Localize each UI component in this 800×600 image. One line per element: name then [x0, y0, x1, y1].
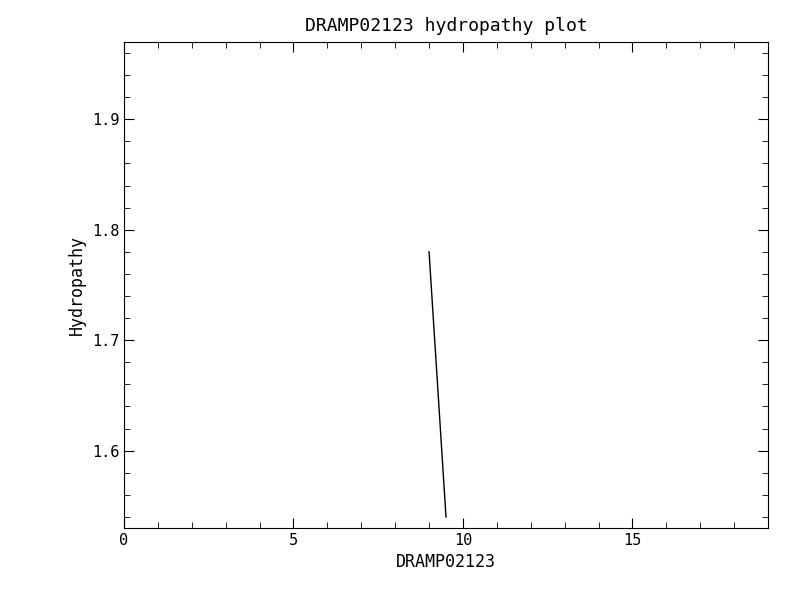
Y-axis label: Hydropathy: Hydropathy — [68, 235, 86, 335]
X-axis label: DRAMP02123: DRAMP02123 — [396, 553, 496, 571]
Title: DRAMP02123 hydropathy plot: DRAMP02123 hydropathy plot — [305, 17, 587, 35]
